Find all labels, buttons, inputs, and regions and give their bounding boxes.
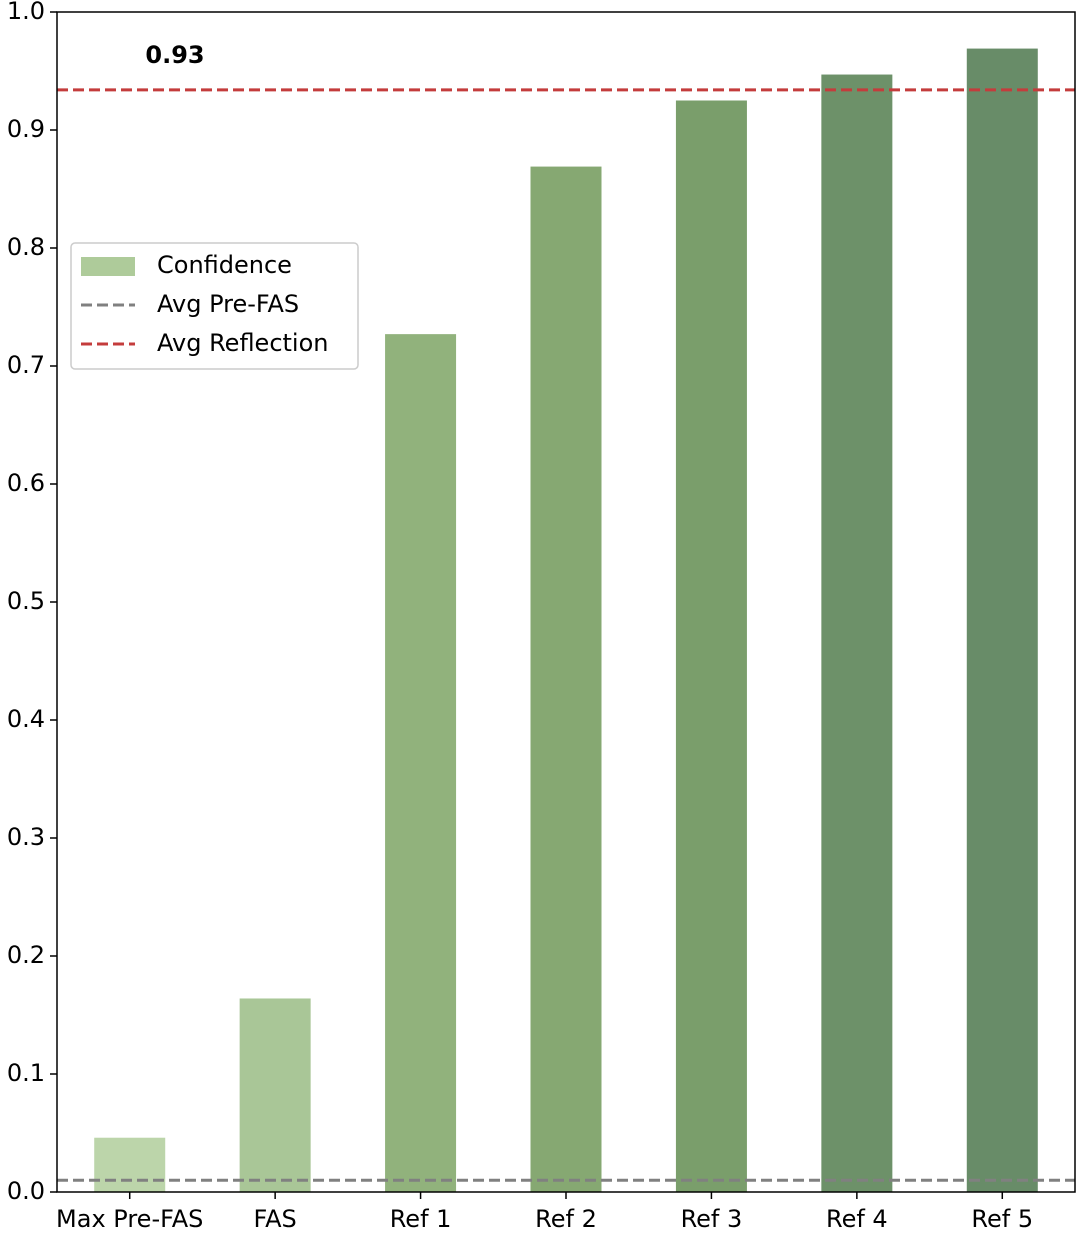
y-tick-label: 0.8 bbox=[7, 233, 45, 261]
legend-label: Confidence bbox=[157, 251, 292, 279]
y-tick-label: 0.3 bbox=[7, 823, 45, 851]
legend-box bbox=[70, 242, 359, 370]
x-tick-label: Max Pre-FAS bbox=[56, 1205, 203, 1233]
legend-label: Avg Pre-FAS bbox=[157, 290, 299, 318]
bar bbox=[385, 334, 457, 1192]
y-tick-label: 0.6 bbox=[7, 469, 45, 497]
x-tick-label: Ref 3 bbox=[681, 1205, 743, 1233]
plot-frame bbox=[56, 11, 1076, 1193]
y-tick-label: 1.0 bbox=[7, 0, 45, 25]
y-tick-label: 0.5 bbox=[7, 587, 45, 615]
bar bbox=[94, 1137, 166, 1192]
bar bbox=[239, 998, 311, 1192]
bar bbox=[675, 100, 747, 1192]
y-tick-label: 0.2 bbox=[7, 941, 45, 969]
y-tick-label: 0.4 bbox=[7, 705, 45, 733]
bar bbox=[821, 74, 893, 1192]
y-tick-label: 0.1 bbox=[7, 1059, 45, 1087]
x-tick-label: Ref 2 bbox=[535, 1205, 597, 1233]
x-tick-label: FAS bbox=[254, 1205, 297, 1233]
y-tick-label: 0.9 bbox=[7, 115, 45, 143]
y-tick-label: 0.0 bbox=[7, 1177, 45, 1205]
legend-label: Avg Reflection bbox=[157, 329, 329, 357]
bar bbox=[966, 48, 1038, 1193]
y-tick-label: 0.7 bbox=[7, 351, 45, 379]
x-tick-label: Ref 5 bbox=[971, 1205, 1033, 1233]
reference-label: 0.93 bbox=[145, 41, 204, 69]
bar bbox=[530, 166, 602, 1193]
legend-swatch bbox=[81, 257, 135, 276]
x-tick-label: Ref 1 bbox=[390, 1205, 452, 1233]
x-tick-label: Ref 4 bbox=[826, 1205, 888, 1233]
